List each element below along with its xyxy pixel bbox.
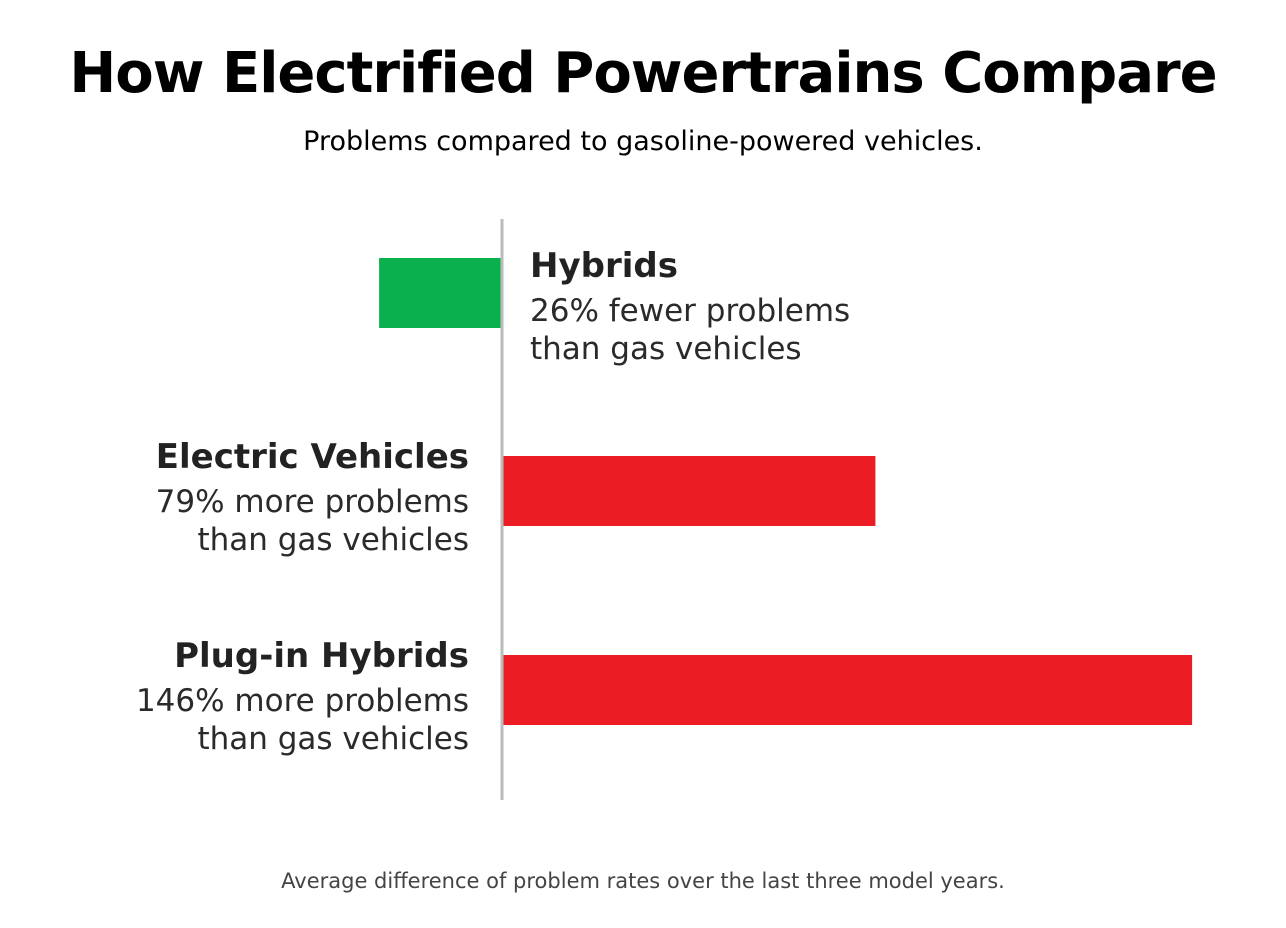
label-name-electric-vehicles: Electric Vehicles xyxy=(156,437,469,477)
chart-footnote: Average difference of problem rates over… xyxy=(281,869,1005,893)
chart-title: How Electrified Powertrains Compare xyxy=(69,41,1217,106)
label-value-electric-vehicles: 79% more problems xyxy=(156,484,469,520)
label-name-hybrids: Hybrids xyxy=(530,246,678,286)
label-baseline-hybrids: than gas vehicles xyxy=(530,331,802,367)
label-value-hybrids: 26% fewer problems xyxy=(530,293,850,329)
label-baseline-electric-vehicles: than gas vehicles xyxy=(197,522,469,558)
chart-subtitle: Problems compared to gasoline-powered ve… xyxy=(303,126,983,157)
bar-hybrids xyxy=(379,258,502,328)
label-name-plug-in-hybrids: Plug-in Hybrids xyxy=(174,636,469,676)
bar-plug-in-hybrids xyxy=(502,655,1193,725)
bar-electric-vehicles xyxy=(502,456,876,526)
label-value-plug-in-hybrids: 146% more problems xyxy=(136,683,469,719)
label-baseline-plug-in-hybrids: than gas vehicles xyxy=(197,721,469,757)
